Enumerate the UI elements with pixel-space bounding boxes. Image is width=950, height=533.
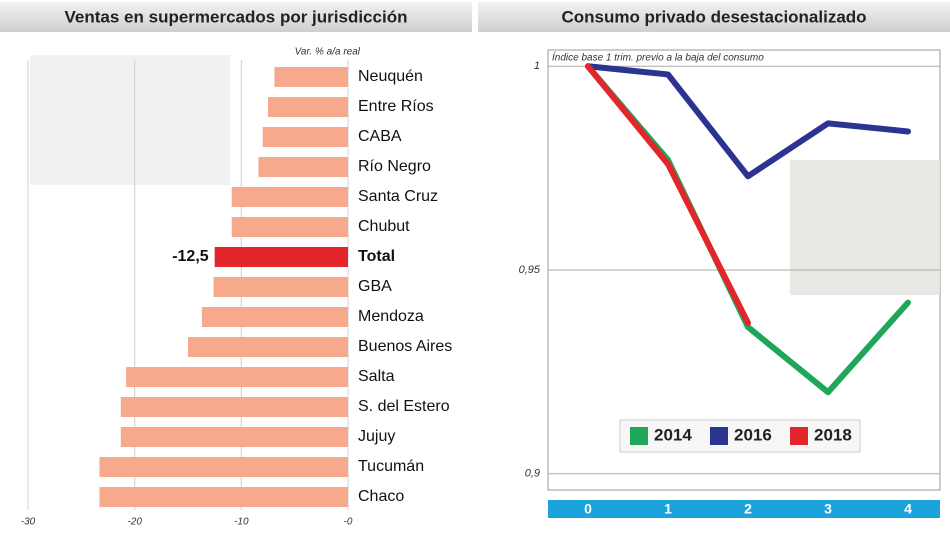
legend-label: 2018 (814, 425, 852, 444)
legend-swatch (710, 427, 728, 445)
category-label: Entre Ríos (358, 98, 434, 115)
bar (126, 367, 348, 387)
photo (790, 160, 940, 295)
line (585, 63, 911, 180)
title-bar (478, 2, 950, 32)
bar (120, 397, 348, 417)
category-label: Total (358, 248, 395, 265)
bar (214, 247, 348, 267)
category-label: S. del Estero (358, 398, 450, 415)
y-tick-label: 0,9 (525, 468, 540, 480)
x-tick-label: 2 (744, 501, 752, 517)
chart-subtitle: Índice base 1 trim. previo a la baja del… (552, 51, 764, 64)
x-tick-label: -0 (344, 517, 353, 528)
category-label: Chaco (358, 488, 404, 505)
x-axis-band (548, 500, 940, 518)
legend-swatch (630, 427, 648, 445)
x-tick-label: -20 (127, 517, 142, 528)
chart-subtitle: Var. % a/a real (295, 47, 361, 58)
category-label: Salta (358, 368, 395, 385)
bar (99, 457, 348, 477)
bar (188, 337, 348, 357)
bar (213, 277, 348, 297)
category-label: Tucumán (358, 458, 424, 475)
bar (268, 97, 348, 117)
photo (30, 55, 230, 185)
legend-label: 2014 (654, 425, 692, 444)
title-bar (0, 2, 472, 32)
category-label: Río Negro (358, 158, 431, 175)
bar (231, 217, 348, 237)
legend-box (619, 419, 861, 453)
x-tick-label: 1 (664, 501, 672, 517)
category-label: Santa Cruz (358, 188, 438, 205)
bar (120, 427, 348, 447)
x-tick-label: 3 (824, 501, 832, 517)
x-tick-label: 0 (584, 501, 592, 517)
legend-swatch (790, 427, 808, 445)
bar (274, 67, 348, 87)
x-tick-label: -10 (234, 517, 249, 528)
category-label: CABA (358, 128, 402, 145)
bar (231, 187, 348, 207)
category-label: Mendoza (358, 308, 424, 325)
bar (201, 307, 348, 327)
chart-title: Ventas en supermercados por jurisdicción (65, 7, 408, 26)
x-tick-label: -30 (21, 517, 36, 528)
category-label: Neuquén (358, 68, 423, 85)
bar (258, 157, 348, 177)
chart-title: Consumo privado desestacionalizado (561, 7, 866, 26)
legend-label: 2016 (734, 425, 772, 444)
y-tick-label: 0,95 (519, 264, 541, 276)
line (585, 63, 751, 326)
category-label: GBA (358, 278, 392, 295)
y-tick-label: 1 (534, 60, 540, 72)
category-label: Chubut (358, 218, 410, 235)
value-label: -12,5 (172, 248, 209, 265)
x-tick-label: 4 (904, 501, 912, 517)
bar (262, 127, 348, 147)
category-label: Jujuy (358, 428, 395, 445)
category-label: Buenos Aires (358, 338, 452, 355)
bar (99, 487, 348, 507)
